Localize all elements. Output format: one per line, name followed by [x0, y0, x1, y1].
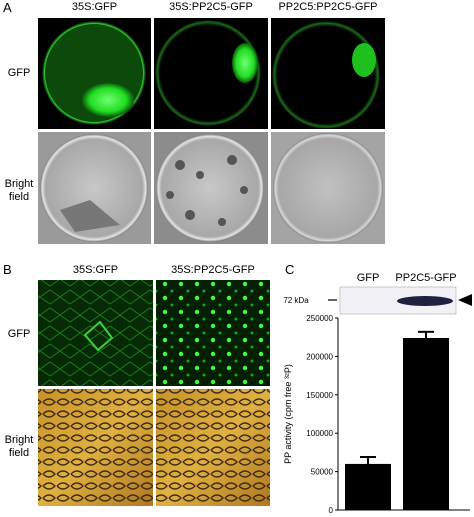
- y-tick-label: 200000: [306, 352, 333, 361]
- panel-letter: C: [285, 262, 295, 277]
- micrograph: [271, 132, 385, 244]
- micrograph: [38, 18, 151, 129]
- column-header: 35S:PP2C5-GFP: [169, 1, 253, 13]
- row-label: GFP: [7, 67, 31, 79]
- column-header: 35S:GFP: [72, 264, 119, 276]
- y-tick-label: 250000: [306, 314, 333, 323]
- column-header: PP2C5:PP2C5-GFP: [278, 1, 378, 13]
- lane-label: GFP: [357, 272, 380, 284]
- micrograph: [271, 18, 385, 129]
- column-header: 35S:PP2C5-GFP: [171, 264, 255, 276]
- panel-letter: B: [3, 262, 12, 277]
- micrograph: [154, 18, 268, 129]
- micrograph: [38, 132, 151, 244]
- y-tick-label: 0: [329, 506, 334, 515]
- micrograph: [156, 389, 270, 506]
- western-blot: [328, 286, 472, 315]
- y-axis-label: PP activity (cpm free ³²P): [283, 364, 293, 464]
- marker-label: 72 kDa: [283, 296, 309, 305]
- micrograph: [38, 389, 153, 506]
- y-tick-label: 100000: [306, 429, 333, 438]
- row-label: Bright field: [4, 178, 34, 203]
- column-header: 35S:GFP: [71, 1, 118, 13]
- row-label: Bright field: [4, 434, 34, 459]
- y-tick-label: 50000: [311, 468, 334, 477]
- panel-letter: A: [3, 0, 12, 15]
- y-tick-label: 150000: [306, 391, 333, 400]
- bar: [403, 337, 449, 510]
- micrograph: [38, 280, 153, 386]
- lane-label: PP2C5-GFP: [395, 272, 456, 284]
- micrograph: [156, 280, 270, 386]
- micrograph: [154, 132, 268, 244]
- bar: [345, 463, 391, 510]
- row-label: GFP: [7, 328, 31, 340]
